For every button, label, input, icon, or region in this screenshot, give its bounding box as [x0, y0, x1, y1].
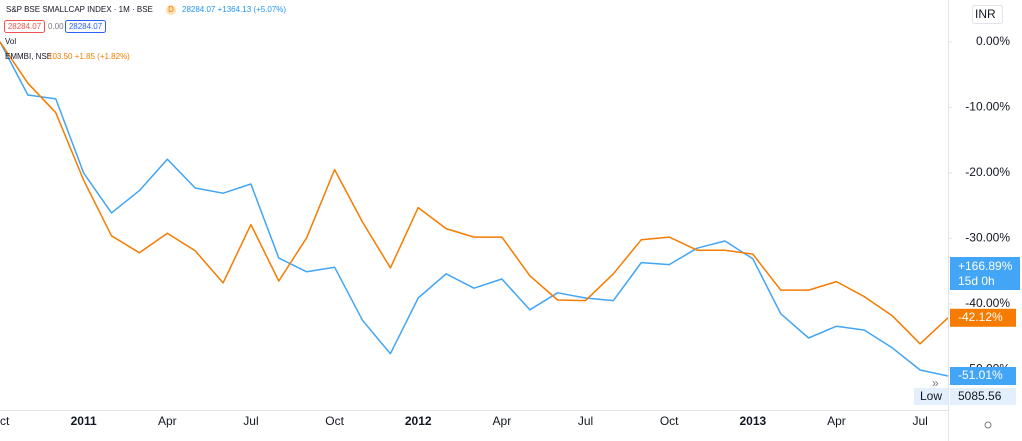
low-label-box	[914, 388, 948, 405]
badge-change: +166.89%	[958, 259, 1013, 273]
countdown-badge	[950, 257, 1020, 290]
x-tick-label: Jul	[243, 414, 258, 428]
y-tick-label: -30.00%	[965, 231, 1010, 245]
badge-countdown: 15d 0h	[958, 274, 995, 288]
low-label: Low	[920, 389, 942, 403]
scroll-icon[interactable]: »	[932, 376, 939, 390]
legend-entry: EMMBI, NSE	[5, 52, 52, 61]
x-tick-label: Oct	[660, 414, 679, 428]
axes: 0.00%-10.00%-20.00%-30.00%-40.00%-50.00%…	[0, 34, 1010, 428]
currency-button[interactable]	[972, 5, 1003, 24]
x-tick-label: Apr	[493, 414, 512, 428]
ask[interactable]: 28284.07	[69, 22, 103, 31]
flag: D	[168, 5, 174, 14]
currency[interactable]: INR	[975, 7, 996, 21]
last-value-badge	[950, 308, 1016, 327]
bid-box[interactable]	[4, 20, 45, 33]
x-tick-label: Oct	[325, 414, 344, 428]
plot-area	[0, 41, 948, 377]
compare-quote: 103.50 +1.85 (+1.82%)	[48, 52, 130, 61]
x-tick-label: 2011	[71, 414, 97, 428]
low-value-box	[950, 388, 1016, 405]
volume-label: Vol	[5, 37, 16, 46]
symbol: S&P BSE SMALLCAP INDEX · 1M · BSE	[6, 5, 153, 14]
y-tick-label: -40.00%	[965, 296, 1010, 310]
flag-icon	[166, 5, 176, 15]
spread: 0.00	[48, 22, 64, 31]
x-tick-label: Oct	[0, 414, 10, 428]
x-tick-label: Apr	[827, 414, 846, 428]
ask-box[interactable]	[65, 20, 106, 33]
bid[interactable]: 28284.07	[8, 22, 42, 31]
x-tick-label: Apr	[158, 414, 177, 428]
x-tick-label: Jul	[578, 414, 593, 428]
last-value-badge	[950, 367, 1016, 386]
settings-icon[interactable]	[984, 421, 992, 429]
x-tick-label: Jul	[912, 414, 927, 428]
y-tick-label: -20.00%	[965, 165, 1010, 179]
last-value-label: -51.01%	[958, 368, 1003, 382]
quote: 28284.07 +1364.13 (+5.07%)	[182, 5, 286, 14]
series-line	[0, 41, 948, 345]
series-line	[0, 41, 948, 377]
x-tick-label: 2013	[739, 414, 766, 428]
last-value-label: -42.12%	[958, 310, 1003, 324]
x-tick-label: 2012	[405, 414, 432, 428]
y-tick-label: 0.00%	[976, 34, 1010, 48]
y-tick-label: -10.00%	[965, 100, 1010, 114]
low-value: 5085.56	[958, 389, 1002, 403]
